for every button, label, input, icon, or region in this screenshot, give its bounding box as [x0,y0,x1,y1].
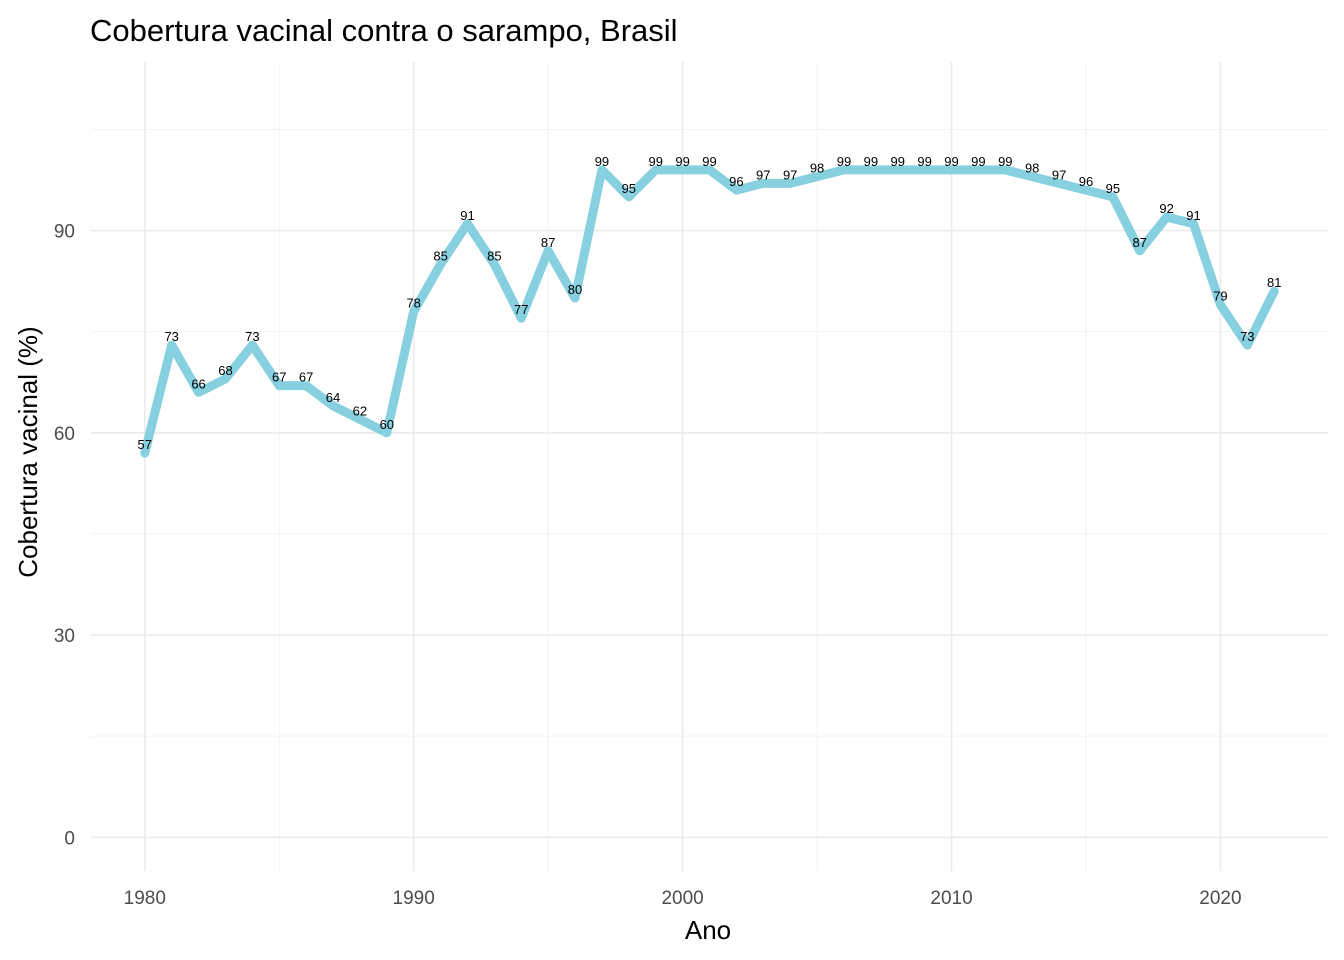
data-label: 73 [245,329,259,344]
data-label: 67 [272,370,286,385]
data-label: 97 [1052,167,1066,182]
data-label: 60 [380,417,394,432]
data-label: 96 [729,174,743,189]
data-label: 97 [783,167,797,182]
data-label: 57 [138,437,152,452]
data-label: 79 [1213,289,1227,304]
data-label: 95 [1106,181,1120,196]
data-label: 99 [891,154,905,169]
data-label: 97 [756,167,770,182]
y-tick-label: 0 [64,828,75,849]
chart-title: Cobertura vacinal contra o sarampo, Bras… [90,13,678,48]
data-label: 95 [622,181,636,196]
y-tick-label: 30 [54,626,75,647]
data-label: 99 [998,154,1012,169]
data-label: 80 [568,282,582,297]
data-label: 99 [944,154,958,169]
data-label: 92 [1159,201,1173,216]
data-label: 73 [164,329,178,344]
data-label: 99 [864,154,878,169]
data-label: 99 [917,154,931,169]
data-label: 85 [433,248,447,263]
data-label: 99 [595,154,609,169]
data-label: 98 [810,161,824,176]
data-label: 64 [326,390,340,405]
data-label: 73 [1240,329,1254,344]
data-label: 78 [406,295,420,310]
x-tick-label: 2000 [661,888,703,909]
x-tick-label: 2010 [930,888,972,909]
data-labels: 57 73 66 68 73 67 67 64 62 60 78 85 91 85 77 87 80 99 95 99… [138,154,1282,452]
x-tick-label: 1980 [124,888,166,909]
data-label: 85 [487,248,501,263]
data-label: 99 [837,154,851,169]
data-label: 77 [514,302,528,317]
series-line [140,165,1279,458]
y-axis-ticks: 0 30 60 90 [54,222,75,850]
x-axis-title: Ano [685,915,731,945]
x-tick-label: 1990 [393,888,435,909]
data-label: 87 [1133,235,1147,250]
grid-lines [91,62,1328,871]
data-label: 99 [675,154,689,169]
data-label: 99 [971,154,985,169]
x-tick-label: 2020 [1199,888,1241,909]
y-axis-title: Cobertura vacinal (%) [13,326,43,577]
data-label: 91 [1186,208,1200,223]
data-label: 96 [1079,174,1093,189]
data-label: 66 [191,376,205,391]
data-label: 99 [702,154,716,169]
data-label: 68 [218,363,232,378]
data-label: 62 [353,403,367,418]
x-axis-ticks: 1980 1990 2000 2010 2020 [124,888,1242,909]
data-label: 67 [299,370,313,385]
y-tick-label: 60 [54,424,75,445]
data-label: 91 [460,208,474,223]
data-label: 87 [541,235,555,250]
data-label: 99 [648,154,662,169]
y-tick-label: 90 [54,222,75,243]
data-label: 98 [1025,161,1039,176]
data-label: 81 [1267,275,1281,290]
